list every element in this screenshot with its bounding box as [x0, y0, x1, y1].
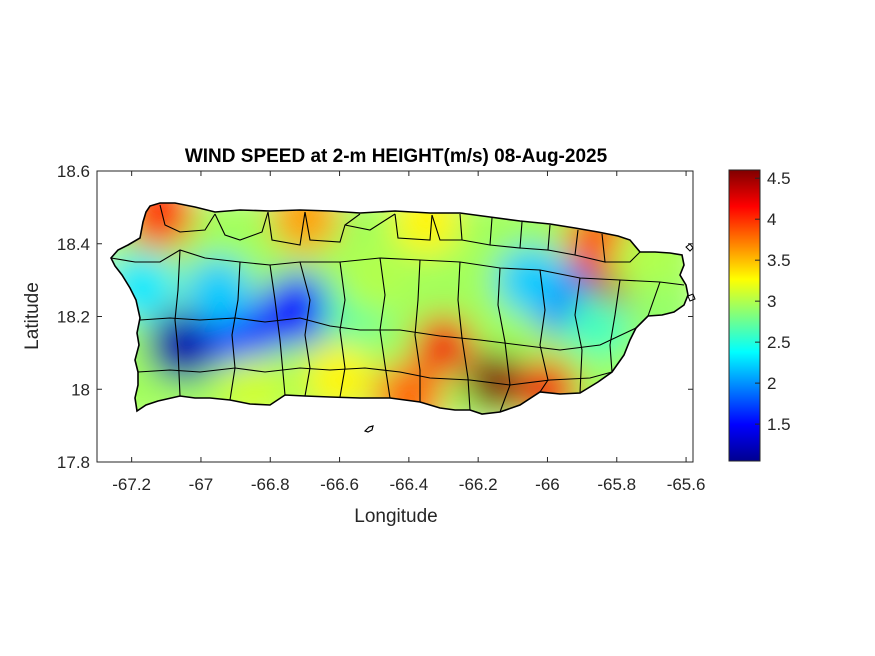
municipality-boundary	[609, 279, 621, 373]
x-tick-label: -66	[535, 475, 560, 494]
islet	[363, 425, 374, 433]
municipality-boundary	[214, 211, 269, 241]
municipality-boundary	[110, 249, 685, 286]
municipality-boundary	[344, 213, 396, 231]
colorbar-tick-label: 3	[767, 292, 776, 311]
chart-title: WIND SPEED at 2-m HEIGHT(m/s) 08-Aug-202…	[185, 146, 608, 167]
municipality-boundary	[137, 367, 613, 386]
colorbar-tick-label: 2.5	[767, 333, 791, 352]
y-tick-label: 18	[71, 380, 90, 399]
wind-speed-cell	[305, 344, 374, 413]
municipality-boundary	[457, 261, 471, 411]
municipality-boundary	[497, 267, 511, 413]
municipality-boundary	[539, 269, 549, 393]
municipality-boundary	[647, 281, 661, 317]
colorbar-tick-label: 3.5	[767, 251, 791, 270]
x-tick-label: -65.8	[597, 475, 636, 494]
municipality-boundaries	[110, 204, 685, 413]
coastline	[110, 202, 689, 415]
colorbar-tick-label: 4	[767, 210, 776, 229]
wind-speed-cell	[184, 257, 253, 326]
municipality-boundary	[574, 277, 583, 394]
x-tick-label: -66.2	[459, 475, 498, 494]
x-tick-label: -67.2	[112, 475, 151, 494]
wind-speed-cell	[261, 273, 334, 346]
municipality-boundary	[267, 211, 306, 246]
x-axis-label: Longitude	[354, 506, 437, 527]
municipality-boundary	[269, 264, 286, 396]
colorbar: 1.5 2 2.5 3 3.5 4 4.5	[728, 169, 791, 462]
wind-speed-cell	[465, 351, 526, 412]
municipality-boundary	[379, 257, 391, 399]
wind-speed-cell	[340, 246, 409, 315]
municipality-boundary	[431, 213, 463, 241]
wind-speed-cell	[413, 315, 474, 376]
y-axis-label: Latitude	[22, 282, 43, 350]
colorbar-tick-label: 1.5	[767, 415, 791, 434]
municipality-boundary	[339, 261, 346, 398]
municipality-boundary	[229, 261, 241, 401]
y-tick-label: 17.8	[57, 453, 90, 472]
islet	[685, 243, 694, 252]
x-tick-label: -65.6	[667, 475, 706, 494]
wind-speed-cell	[496, 246, 565, 315]
x-axis: -67.2 -67 -66.8 -66.6 -66.4 -66.2 -66 -65.8 -65.…	[112, 171, 705, 494]
municipality-boundary	[414, 259, 421, 402]
wind-speed-cell	[125, 203, 194, 249]
municipality-boundary	[159, 204, 216, 233]
y-tick-label: 18.6	[57, 162, 90, 181]
x-tick-label: -66.8	[251, 475, 290, 494]
wind-speed-cell	[147, 309, 220, 382]
islet	[687, 293, 696, 302]
municipality-boundary	[394, 213, 433, 241]
municipality-boundary	[605, 251, 641, 263]
colorbar-gradient	[728, 169, 761, 462]
municipality-boundary	[299, 261, 311, 397]
wind-speed-cell	[270, 203, 339, 253]
municipality-boundary	[174, 249, 181, 397]
x-tick-label: -66.4	[389, 475, 428, 494]
y-tick-label: 18.4	[57, 235, 90, 254]
y-tick-label: 18.2	[57, 308, 90, 327]
municipality-boundary	[139, 317, 637, 351]
municipality-boundary	[304, 211, 361, 243]
colorbar-tick-label: 4.5	[767, 169, 791, 188]
colorbar-tick-label: 2	[767, 374, 776, 393]
x-tick-label: -66.6	[320, 475, 359, 494]
x-tick-label: -67	[189, 475, 214, 494]
y-axis: 18.6 18.4 18.2 18 17.8	[57, 162, 693, 472]
